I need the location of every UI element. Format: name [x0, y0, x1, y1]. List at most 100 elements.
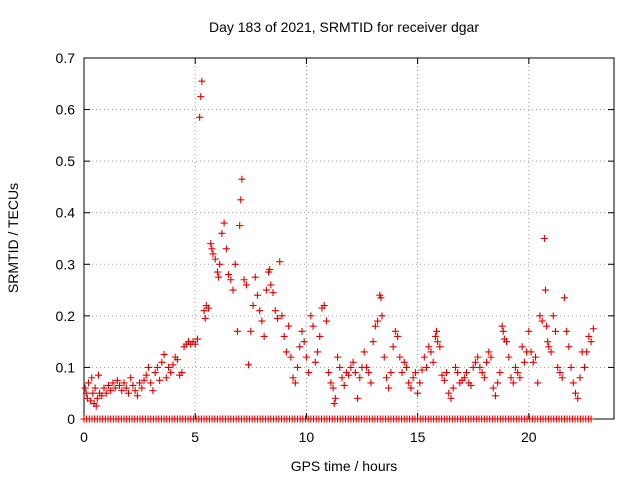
data-point — [398, 369, 406, 377]
data-point — [387, 369, 395, 377]
data-point — [298, 327, 306, 335]
data-point — [124, 389, 132, 397]
data-point — [545, 343, 553, 351]
data-point — [131, 387, 139, 395]
data-point — [402, 363, 410, 371]
data-point — [280, 332, 288, 340]
data-point — [251, 273, 259, 281]
data-point — [541, 286, 549, 294]
data-point — [433, 327, 441, 335]
y-tick-label: 0.4 — [56, 205, 76, 221]
data-point — [149, 387, 157, 395]
data-point — [218, 229, 226, 237]
data-point — [423, 363, 431, 371]
data-point — [440, 376, 448, 384]
data-point — [92, 402, 100, 410]
x-tick-label: 5 — [191, 429, 199, 445]
data-point — [499, 327, 507, 335]
data-point — [231, 260, 239, 268]
zero-point — [587, 415, 595, 423]
data-point — [514, 369, 522, 377]
data-point — [233, 327, 241, 335]
data-point — [330, 400, 338, 408]
data-point — [569, 379, 577, 387]
data-point — [282, 348, 290, 356]
data-point — [88, 374, 96, 382]
data-point — [256, 307, 264, 315]
data-point — [151, 369, 159, 377]
data-point — [322, 317, 330, 325]
data-point — [558, 374, 566, 382]
data-point — [262, 286, 270, 294]
data-point — [238, 175, 246, 183]
data-point — [334, 353, 342, 361]
data-point — [245, 361, 253, 369]
data-point — [147, 379, 155, 387]
data-point — [208, 245, 216, 253]
y-tick-label: 0.7 — [56, 50, 76, 66]
data-point — [476, 363, 484, 371]
data-point — [362, 363, 370, 371]
data-point — [160, 351, 168, 359]
data-point — [405, 379, 413, 387]
data-point — [118, 387, 126, 395]
data-point — [227, 276, 235, 284]
data-point — [291, 379, 299, 387]
data-point — [425, 343, 433, 351]
data-point — [229, 286, 237, 294]
data-point — [377, 294, 385, 302]
data-point — [314, 348, 322, 356]
data-point — [325, 369, 333, 377]
data-point — [107, 387, 115, 395]
y-tick-label: 0.3 — [56, 256, 76, 272]
data-point — [140, 376, 148, 384]
data-point — [574, 394, 582, 402]
data-point — [407, 384, 415, 392]
data-point — [113, 376, 121, 384]
data-point — [409, 374, 417, 382]
data-point — [547, 348, 555, 356]
data-point — [414, 389, 422, 397]
data-point — [529, 358, 537, 366]
data-point — [167, 369, 175, 377]
data-point — [431, 332, 439, 340]
data-point — [193, 335, 201, 343]
data-point — [225, 271, 233, 279]
data-point — [345, 371, 353, 379]
data-point — [136, 379, 144, 387]
data-point — [269, 289, 277, 297]
data-point — [507, 374, 515, 382]
data-point — [196, 113, 204, 121]
data-point — [518, 343, 526, 351]
data-point — [169, 361, 177, 369]
data-point — [173, 356, 181, 364]
data-point — [511, 363, 519, 371]
data-point — [197, 93, 205, 101]
data-point — [347, 363, 355, 371]
data-point — [285, 322, 293, 330]
data-point — [567, 363, 575, 371]
y-tick-label: 0.2 — [56, 308, 76, 324]
data-point — [320, 302, 328, 310]
data-point — [576, 374, 584, 382]
data-point — [480, 374, 488, 382]
data-point — [100, 384, 108, 392]
data-point — [236, 222, 244, 230]
data-point — [273, 314, 281, 322]
data-point — [491, 392, 499, 400]
data-point — [454, 369, 462, 377]
data-point — [351, 369, 359, 377]
data-point — [311, 358, 319, 366]
data-point — [207, 240, 215, 248]
data-point — [211, 255, 219, 263]
data-point — [540, 235, 548, 242]
data-point — [449, 384, 457, 392]
data-point — [305, 369, 313, 377]
data-point — [520, 358, 528, 366]
data-point — [94, 371, 102, 379]
data-point — [258, 317, 266, 325]
data-point — [249, 302, 257, 310]
data-point — [385, 384, 393, 392]
data-point — [216, 260, 224, 268]
